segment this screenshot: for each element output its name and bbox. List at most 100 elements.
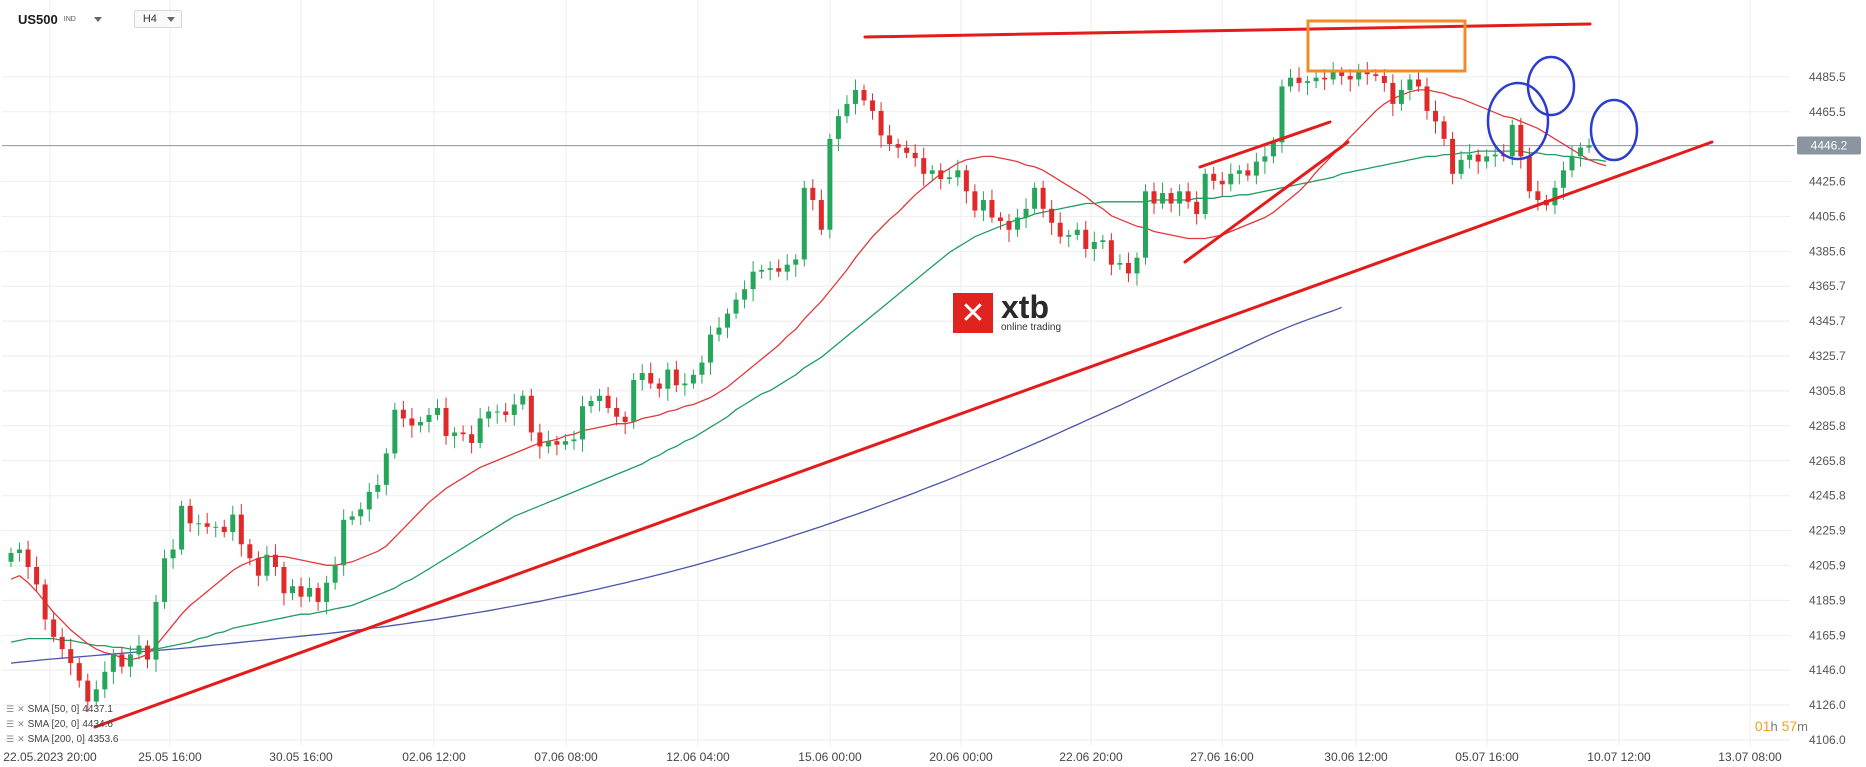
- candle-body: [1509, 124, 1515, 157]
- candle-body: [221, 526, 227, 533]
- candle-down: [912, 144, 918, 167]
- candle-up: [8, 547, 14, 568]
- candle-up: [1100, 234, 1106, 249]
- candle-up: [1407, 74, 1413, 101]
- time-axis[interactable]: 22.05.2023 20:00 25.05 16:00 30.05 16:00 02…: [3, 750, 1782, 764]
- candle-down: [861, 84, 867, 106]
- candle-body: [511, 404, 517, 415]
- candle-body: [861, 89, 867, 101]
- price-tick-label: 4465.5: [1809, 105, 1846, 119]
- candle-body: [818, 200, 824, 230]
- candle-down: [42, 579, 48, 630]
- close-icon[interactable]: ✕: [17, 734, 25, 744]
- candle-body: [315, 587, 321, 602]
- candle-down: [895, 138, 901, 159]
- candle-body: [733, 299, 739, 314]
- candle-up: [1398, 79, 1404, 111]
- candle-down: [622, 411, 628, 435]
- candle-body: [136, 645, 142, 655]
- candle-body: [1202, 173, 1208, 215]
- sma-200-path: [10, 306, 1342, 664]
- price-tick-label: 4245.8: [1809, 489, 1846, 503]
- candle-up: [1467, 144, 1473, 169]
- legend-sma-50-value: 4437.1: [82, 704, 113, 715]
- candle-body: [1270, 142, 1276, 157]
- candle-up: [588, 395, 594, 414]
- price-axis[interactable]: 4485.54465.54445.64425.64405.64385.64365…: [1797, 70, 1861, 747]
- candle-body: [835, 116, 841, 139]
- candle-down: [1450, 131, 1456, 185]
- candle-up: [494, 404, 500, 424]
- candle-up: [597, 388, 603, 412]
- candle-body: [153, 601, 159, 660]
- time-tick-label: 22.05.2023 20:00: [3, 750, 97, 764]
- candle-down: [315, 582, 321, 611]
- sma-20-path: [10, 89, 1607, 661]
- candle-up: [426, 407, 432, 433]
- sma-20-line: [10, 89, 1607, 661]
- wedge-lower-line: [1183, 140, 1350, 264]
- candle-body: [946, 177, 952, 180]
- price-tick-label: 4185.9: [1809, 593, 1846, 607]
- close-icon[interactable]: ✕: [17, 719, 25, 729]
- settings-icon[interactable]: ☰: [6, 704, 15, 714]
- legend-sma-20[interactable]: ☰ ✕ SMA [20, 0] 4434.6: [6, 717, 118, 732]
- countdown-hours: 01: [1754, 718, 1771, 734]
- candle-up: [1134, 252, 1140, 286]
- candle-body: [289, 586, 295, 594]
- candle-body: [852, 89, 858, 104]
- candle-up: [1091, 231, 1097, 262]
- candle-up: [545, 430, 551, 454]
- candle-down: [68, 638, 74, 676]
- time-tick-label: 20.06 00:00: [929, 750, 993, 764]
- settings-icon[interactable]: ☰: [6, 719, 15, 729]
- candle-body: [1032, 187, 1038, 209]
- candle-down: [469, 425, 475, 454]
- candle-up: [341, 509, 347, 576]
- legend-sma-20-label: SMA [20, 0]: [27, 719, 80, 730]
- price-tick-label: 4305.8: [1809, 384, 1846, 398]
- time-tick-label: 12.06 04:00: [666, 750, 730, 764]
- candle-up: [127, 645, 133, 678]
- legend-sma-200-value: 4353.6: [87, 734, 119, 745]
- candle-down: [1245, 163, 1251, 181]
- close-icon[interactable]: ✕: [17, 704, 25, 714]
- legend-sma-200[interactable]: ☰ ✕ SMA [200, 0] 4353.6: [6, 732, 118, 747]
- candle-up: [1560, 161, 1566, 201]
- candle-down: [1390, 74, 1396, 117]
- candle-body: [144, 645, 150, 660]
- candle-body: [452, 432, 458, 436]
- candle-down: [1381, 68, 1387, 92]
- candle-body: [1373, 74, 1379, 76]
- candle-body: [170, 549, 176, 559]
- time-tick-label: 25.05 16:00: [138, 750, 202, 764]
- candle-up: [17, 542, 23, 562]
- candle-body: [1057, 222, 1063, 237]
- timeframe-selector[interactable]: H4: [133, 10, 182, 28]
- candle-up: [699, 355, 705, 384]
- candle-down: [1211, 166, 1217, 190]
- symbol-selector[interactable]: US500 IND: [6, 10, 110, 29]
- candle-body: [435, 407, 440, 415]
- candle-body: [76, 663, 82, 681]
- price-tick-label: 4485.5: [1809, 70, 1846, 84]
- candle-body: [1100, 240, 1106, 242]
- settings-icon[interactable]: ☰: [6, 734, 15, 744]
- candle-body: [25, 549, 31, 568]
- candle-body: [1296, 77, 1302, 83]
- candle-down: [921, 147, 927, 187]
- legend-sma-50[interactable]: ☰ ✕ SMA [50, 0] 4437.1: [6, 702, 118, 717]
- candle-body: [1253, 161, 1259, 176]
- candle-body: [8, 553, 14, 562]
- candle-up: [1458, 151, 1464, 180]
- candle-up: [179, 500, 185, 555]
- candle-down: [1296, 67, 1302, 92]
- candle-body: [1006, 221, 1012, 230]
- candle-up: [716, 317, 722, 342]
- candle-body: [1364, 72, 1370, 75]
- candle-body: [486, 411, 492, 419]
- candle-body: [1424, 86, 1430, 111]
- candle-up: [562, 434, 568, 450]
- candle-body: [1467, 154, 1473, 160]
